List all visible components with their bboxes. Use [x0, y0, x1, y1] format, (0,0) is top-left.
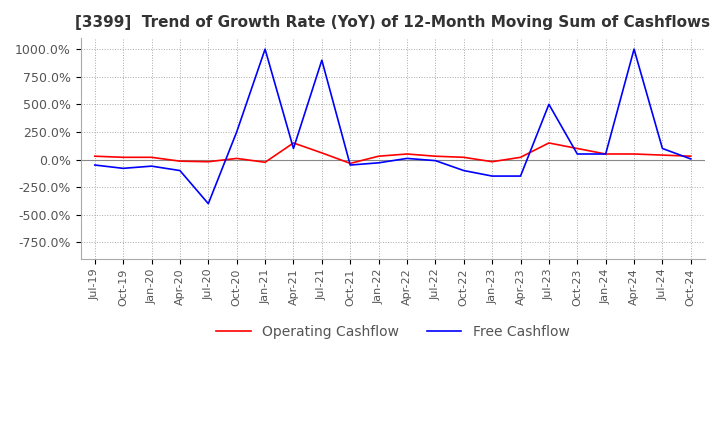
Free Cashflow	[630, 47, 639, 52]
Free Cashflow	[573, 151, 582, 157]
Free Cashflow	[601, 151, 610, 157]
Free Cashflow	[402, 156, 411, 161]
Free Cashflow	[233, 129, 241, 135]
Legend: Operating Cashflow, Free Cashflow: Operating Cashflow, Free Cashflow	[210, 319, 575, 345]
Line: Free Cashflow: Free Cashflow	[95, 49, 690, 204]
Operating Cashflow	[544, 140, 553, 146]
Free Cashflow	[488, 173, 497, 179]
Operating Cashflow	[658, 153, 667, 158]
Free Cashflow	[318, 58, 326, 63]
Free Cashflow	[91, 162, 99, 168]
Operating Cashflow	[686, 154, 695, 159]
Operating Cashflow	[147, 155, 156, 160]
Free Cashflow	[204, 201, 212, 206]
Free Cashflow	[374, 160, 383, 165]
Operating Cashflow	[488, 159, 497, 165]
Free Cashflow	[289, 146, 298, 151]
Free Cashflow	[346, 162, 354, 168]
Free Cashflow	[658, 146, 667, 151]
Operating Cashflow	[402, 151, 411, 157]
Operating Cashflow	[346, 161, 354, 166]
Operating Cashflow	[459, 155, 468, 160]
Operating Cashflow	[176, 158, 184, 164]
Operating Cashflow	[204, 159, 212, 165]
Free Cashflow	[147, 164, 156, 169]
Operating Cashflow	[630, 151, 639, 157]
Free Cashflow	[459, 168, 468, 173]
Operating Cashflow	[119, 155, 127, 160]
Operating Cashflow	[261, 160, 269, 165]
Operating Cashflow	[431, 154, 440, 159]
Operating Cashflow	[573, 146, 582, 151]
Free Cashflow	[686, 156, 695, 161]
Operating Cashflow	[374, 154, 383, 159]
Free Cashflow	[544, 102, 553, 107]
Free Cashflow	[176, 168, 184, 173]
Free Cashflow	[119, 166, 127, 171]
Free Cashflow	[261, 47, 269, 52]
Operating Cashflow	[318, 150, 326, 155]
Operating Cashflow	[233, 156, 241, 161]
Line: Operating Cashflow: Operating Cashflow	[95, 143, 690, 163]
Operating Cashflow	[516, 155, 525, 160]
Free Cashflow	[516, 173, 525, 179]
Operating Cashflow	[289, 140, 298, 146]
Free Cashflow	[431, 158, 440, 163]
Operating Cashflow	[601, 151, 610, 157]
Title: [3399]  Trend of Growth Rate (YoY) of 12-Month Moving Sum of Cashflows: [3399] Trend of Growth Rate (YoY) of 12-…	[75, 15, 711, 30]
Operating Cashflow	[91, 154, 99, 159]
